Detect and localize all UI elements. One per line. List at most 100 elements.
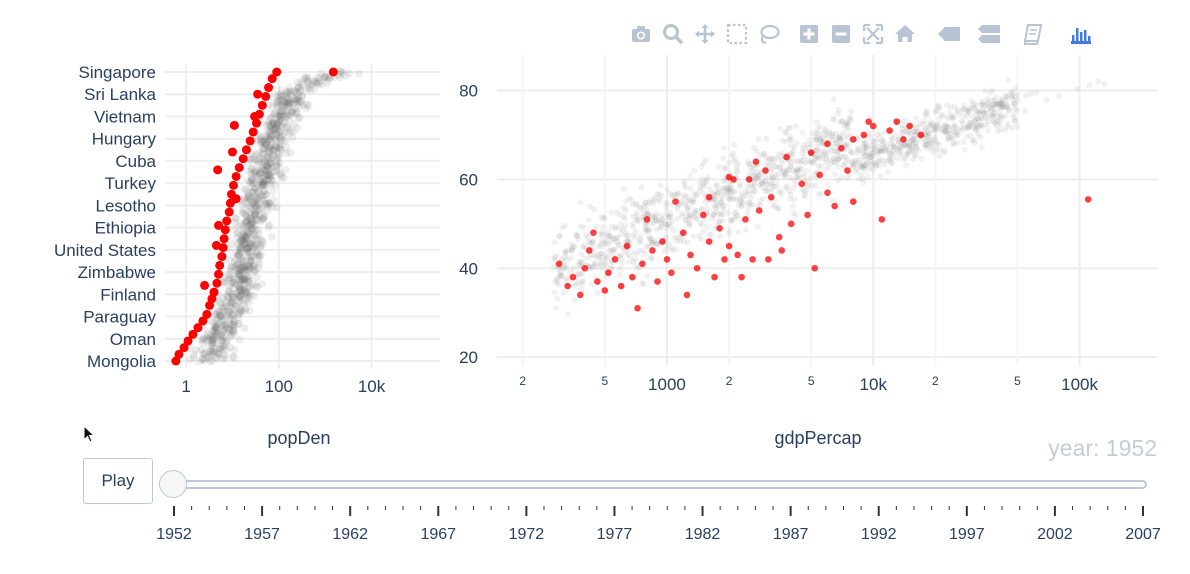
gdp-background-point (632, 234, 639, 241)
gdp-background-point (664, 221, 671, 228)
gdp-background-point (823, 131, 830, 138)
zoom-in-button[interactable] (793, 18, 825, 50)
gdp-background-point (999, 97, 1006, 104)
gdp-background-point (768, 186, 775, 193)
gdp-background-point (763, 187, 770, 194)
popden-background-point (218, 329, 227, 338)
notebook-button[interactable] (1017, 18, 1049, 50)
gdp-background-point (925, 123, 932, 130)
gdp-background-point (960, 113, 967, 120)
gdp-background-point (684, 207, 691, 214)
gdp-background-point (621, 204, 628, 211)
popden-background-point (262, 190, 271, 199)
gdp-background-point (692, 215, 699, 222)
popden-background-point (276, 169, 285, 178)
gdp-background-point (943, 128, 950, 135)
lasso-button[interactable] (753, 18, 785, 50)
gdp-background-point (675, 234, 682, 241)
zoom-out-button[interactable] (825, 18, 857, 50)
popden-background-point (263, 132, 272, 141)
gdp-background-point (614, 234, 621, 241)
gdp-background-point (815, 131, 822, 138)
popden-background-point (250, 196, 259, 205)
gdp-background-point (825, 182, 832, 189)
gdp-background-point (968, 119, 975, 126)
autoscale-button[interactable] (857, 18, 889, 50)
gdp-background-point (837, 137, 844, 144)
popden-background-point (207, 347, 216, 356)
gdp-background-point (715, 217, 722, 224)
gdp-background-point (778, 150, 785, 157)
popden-background-point (258, 180, 267, 189)
popden-background-point (235, 286, 244, 295)
gdp-x-tick-label: 2 (932, 374, 939, 388)
camera-button[interactable] (625, 18, 657, 50)
popden-background-point (317, 69, 326, 78)
gdp-background-point (728, 152, 735, 159)
popden-background-point (253, 283, 262, 292)
box-select-button[interactable] (721, 18, 753, 50)
gdp-background-point (730, 150, 737, 157)
popden-background-point (306, 86, 315, 95)
popden-background-point (286, 148, 295, 157)
popden-background-point (280, 102, 289, 111)
zoom-button[interactable] (657, 18, 689, 50)
popden-background-point (335, 73, 344, 82)
gdp-background-point (901, 117, 908, 124)
popden-background-point (224, 287, 233, 296)
gdp-background-point (923, 132, 930, 139)
popden-background-point (229, 316, 238, 325)
home-button[interactable] (889, 18, 921, 50)
year-slider-handle[interactable] (159, 470, 187, 498)
gdp-background-point (667, 210, 674, 217)
gdp-background-point (940, 112, 947, 119)
play-button[interactable]: Play (83, 458, 153, 504)
popden-background-point (228, 314, 237, 323)
popden-background-point (234, 313, 243, 322)
gdp-background-point (598, 260, 605, 267)
gdp-background-point (643, 210, 650, 217)
gdp-background-point (589, 280, 596, 287)
popden-background-point (258, 193, 267, 202)
gdp-background-point (697, 236, 704, 243)
popden-background-point (263, 153, 272, 162)
gdp-background-point (673, 246, 680, 253)
pan-button[interactable] (689, 18, 721, 50)
gdp-background-point (859, 164, 866, 171)
gdp-background-point (699, 180, 706, 187)
gdp-background-point (727, 193, 734, 200)
popden-background-point (303, 73, 312, 82)
hover-closest-button[interactable] (929, 18, 969, 50)
popden-background-point (270, 146, 279, 155)
year-slider-track[interactable] (165, 480, 1147, 489)
gdp-background-point (864, 173, 871, 180)
gdp-background-point (1000, 104, 1007, 111)
popden-plot[interactable]: MongoliaOmanParaguayFinlandZimbabweUnite… (54, 63, 440, 396)
popden-background-point (248, 188, 257, 197)
plotly-logo-button[interactable] (1065, 18, 1097, 50)
popden-background-point (230, 346, 239, 355)
popden-background-point (256, 196, 265, 205)
popden-background-point (229, 292, 238, 301)
popden-background-point (229, 352, 238, 361)
popden-background-point (276, 115, 285, 124)
gdp-background-point (629, 201, 636, 208)
popden-highlight-point (261, 91, 271, 101)
popden-background-point (229, 284, 238, 293)
gdp-background-point (589, 239, 596, 246)
hover-compare-button[interactable] (969, 18, 1009, 50)
gdp-background-point (763, 185, 770, 192)
popden-background-point (256, 135, 265, 144)
gdp-background-point (641, 251, 648, 258)
gdp-background-point (673, 192, 680, 199)
gdp-background-point (932, 125, 939, 132)
gdp-background-point (941, 128, 948, 135)
popden-background-point (235, 283, 244, 292)
home-icon (895, 25, 915, 42)
gdp-background-point (620, 213, 627, 220)
gdp-background-point (680, 192, 687, 199)
gdp-background-point (951, 121, 958, 128)
gdp-background-point (872, 162, 879, 169)
gdp-background-point (852, 156, 859, 163)
